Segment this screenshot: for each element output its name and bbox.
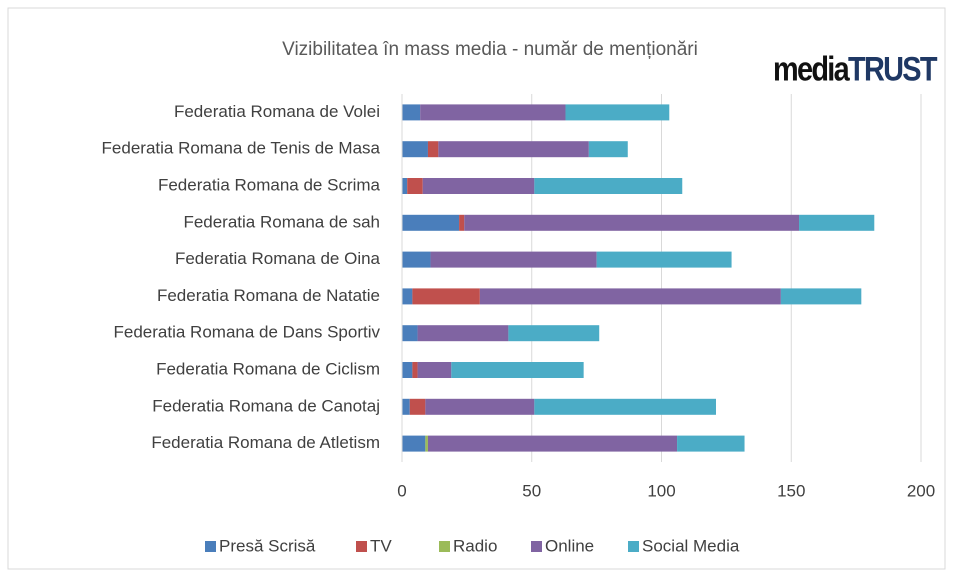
bar-segment [425,398,535,415]
y-tick-label: Federatia Romana de Natatie [157,286,380,305]
bar-segment [402,104,421,121]
bar-segment [402,398,410,415]
legend-label: TV [370,536,392,555]
bar-segment [780,288,862,305]
bar-segment [799,214,875,231]
y-tick-label: Federatia Romana de Atletism [151,433,380,452]
y-tick-label: Federatia Romana de Canotaj [152,396,380,415]
bar-segment [459,214,465,231]
legend-swatch [439,541,450,552]
x-tick-label: 150 [777,481,805,500]
y-tick-label: Federatia Romana de Volei [174,102,380,121]
y-tick-label: Federatia Romana de Oina [175,249,381,268]
bar-segment [422,178,535,194]
legend-label: Presă Scrisă [219,536,316,555]
y-tick-label: Federatia Romana de Dans Sportiv [114,323,381,342]
bar-segment [402,288,413,305]
x-tick-label: 200 [907,481,935,500]
bar-segment [402,362,413,378]
x-tick-label: 100 [647,481,675,500]
logo-suffix: TRUST [848,50,937,89]
x-tick-label: 50 [522,481,541,500]
bar-segment [402,141,428,158]
bar-segment [479,288,781,305]
y-tick-label: Federatia Romana de Scrima [158,175,381,194]
bar-segment [596,251,732,268]
bar-segment [407,178,423,194]
bar-segment [427,435,678,452]
logo: mediaTRUST [773,50,937,89]
legend-swatch [628,541,639,552]
bar-segment [430,251,597,268]
bar-segment [438,141,589,158]
bar-segment [464,214,800,231]
bar-segment [565,104,670,121]
bar-segment [425,435,428,452]
bar-segment [508,325,600,342]
bar-segment [534,178,683,194]
legend-swatch [531,541,542,552]
bar-segment [402,178,408,194]
y-tick-label: Federatia Romana de sah [183,212,380,231]
bar-segment [402,325,418,342]
bar-segment [417,362,452,378]
y-tick-label: Federatia Romana de Tenis de Masa [102,139,381,158]
legend-label: Radio [453,536,497,555]
bar-segment [588,141,628,158]
bar-segment [451,362,584,378]
legend-swatch [205,541,216,552]
bar-segment [402,435,426,452]
chart-title: Vizibilitatea în mass media - număr de m… [282,39,698,60]
bar-segment [412,362,418,378]
bar-segment [402,251,431,268]
logo-prefix: media [773,50,850,89]
legend-swatch [356,541,367,552]
bar-segment [402,214,460,231]
legend-label: Social Media [642,536,740,555]
x-tick-label: 0 [397,481,406,500]
bar-segment [427,141,439,158]
bar-segment [677,435,745,452]
bar-segment [534,398,716,415]
bar-segment [412,288,480,305]
legend-label: Online [545,536,594,555]
bar-segment [420,104,566,121]
bar-segment [409,398,426,415]
bar-segment [417,325,509,342]
y-tick-label: Federatia Romana de Ciclism [156,359,380,378]
